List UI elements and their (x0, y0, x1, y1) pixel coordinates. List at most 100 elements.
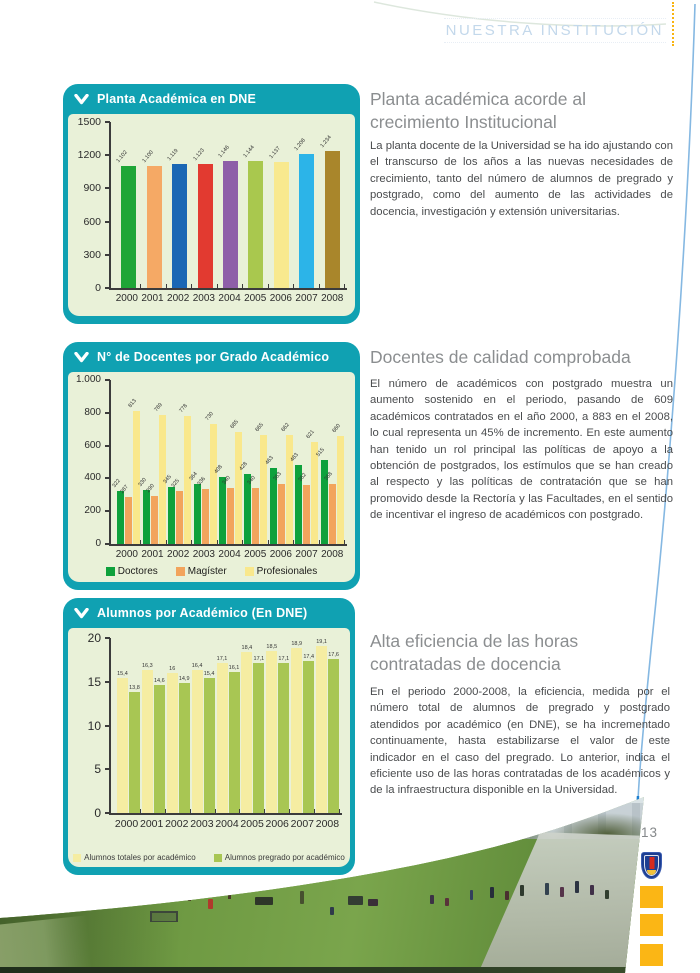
x-tick-label: 2002 (165, 818, 189, 830)
legend-label: Profesionales (256, 566, 318, 577)
plot-wrap: 20 15 10 5 0 15,4 13,8 16,3 14,6 16 14,9 16,4 15,4 1… (76, 632, 342, 830)
dotted-accent-line (672, 2, 674, 46)
legend-swatch (73, 853, 82, 862)
chart-title: N° de Docentes por Grado Académico (97, 350, 330, 364)
bar-group: 1.100 (141, 122, 168, 288)
legend-item: Doctores (105, 566, 158, 577)
y-tick-label: 900 (83, 182, 101, 195)
bar: 483 (290, 452, 303, 544)
bar: 1.146 (217, 145, 238, 288)
chart-body: 1.000 800 600 400 200 0 322 287 813 330 290 789 345… (68, 372, 355, 582)
bar-group: 19,1 17,6 (315, 638, 340, 813)
person (560, 887, 564, 897)
bar-value-label: 621 (305, 429, 317, 441)
bar-group: 18,9 17,4 (290, 638, 316, 813)
legend-label: Doctores (117, 566, 158, 577)
bar: 15,4 (203, 671, 215, 813)
x-tick-label: 2006 (265, 818, 289, 830)
bar-group: 1.119 (166, 122, 193, 288)
bar: 363 (272, 472, 285, 544)
bar-group: 16,4 15,4 (191, 638, 216, 813)
bar-value-label: 778 (178, 403, 189, 415)
bar-group: 16 14,9 (166, 638, 191, 813)
y-tick-label: 0 (94, 806, 101, 820)
photo-walkway-left (0, 915, 93, 973)
chevron-down-icon (74, 93, 89, 104)
bar-group: 1.208 (293, 122, 320, 288)
accent-square (640, 886, 663, 908)
bar: 17,1 (216, 656, 228, 813)
bar-group: 1.123 (192, 122, 219, 288)
y-tick-mark (105, 220, 110, 223)
x-tick-label: 2003 (190, 818, 214, 830)
bar-value-label: 13,8 (129, 685, 140, 692)
bar: 685 (229, 419, 242, 544)
bar-value-label: 17,6 (328, 652, 339, 658)
x-tick-label: 2000 (115, 549, 138, 560)
person (605, 890, 609, 899)
crest-flame (649, 857, 654, 869)
section-heading: Alta eficiencia de las horas contratadas… (370, 631, 579, 674)
x-tick-label: 2008 (315, 818, 340, 830)
x-labels: 2000 2001 2002 2003 2004 2005 2006 2007 2008 (109, 815, 342, 830)
y-tick-label: 200 (84, 505, 101, 517)
y-tick-label: 300 (83, 248, 101, 261)
y-tick-label: 1500 (77, 116, 101, 128)
person (255, 897, 273, 905)
bar: 13,8 (128, 685, 140, 813)
bar-value-label: 1.144 (242, 145, 257, 160)
bar-value-label: 1.208 (293, 137, 308, 153)
bar-group: 428 340 665 (239, 380, 270, 544)
section-heading: Docentes de calidad comprobada (370, 347, 631, 367)
bar: 340 (221, 475, 234, 544)
y-tick-label: 400 (84, 472, 101, 484)
legend-swatch (213, 853, 222, 862)
legend-item: Alumnos totales por académico (73, 853, 196, 862)
bar: 325 (170, 478, 184, 544)
bar: 778 (178, 404, 192, 544)
x-tick-label: 2004 (215, 818, 239, 830)
legend-label: Alumnos totales por académico (84, 853, 196, 862)
bar: 1.123 (192, 147, 213, 288)
bar: 14,9 (178, 676, 190, 813)
bar: 1.102 (116, 150, 137, 288)
bar: 1.119 (166, 148, 188, 288)
bar: 287 (120, 484, 133, 544)
bar-group: 345 325 778 (162, 380, 193, 544)
bar-value-label: 15,4 (117, 671, 128, 678)
bar-value-label: 325 (170, 477, 181, 489)
bar-value-label: 1.146 (217, 144, 231, 160)
bar-value-label: 322 (111, 478, 123, 490)
bar: 19,1 (316, 639, 328, 813)
bar-value-label: 18,4 (241, 645, 253, 651)
bar-group: 18,5 17,1 (265, 638, 291, 813)
person (590, 885, 594, 895)
bar-value-label: 1.137 (268, 145, 282, 161)
x-tick-label: 2001 (139, 818, 164, 830)
section-body: La planta docente de la Universidad se h… (370, 140, 673, 218)
x-tick-label: 2005 (240, 818, 264, 830)
x-tick-label: 2000 (114, 818, 139, 830)
y-tick-mark (105, 121, 110, 123)
y-tick-label: 0 (95, 538, 101, 549)
plot-wrap: 1.000 800 600 400 200 0 322 287 813 330 290 789 345… (76, 375, 347, 560)
bar-value-label: 16,3 (141, 663, 153, 670)
bar-group: 330 290 789 (137, 380, 168, 544)
bar: 17,1 (278, 656, 290, 813)
bar: 621 (306, 429, 319, 544)
legend-swatch (175, 567, 185, 576)
y-tick-mark (105, 637, 110, 639)
legend-swatch (244, 567, 254, 576)
bars: 15,4 13,8 16,3 14,6 16 14,9 16,4 15,4 17,1 16,1 18… (109, 638, 342, 815)
plot: 15,4 13,8 16,3 14,6 16 14,9 16,4 15,4 17,1 16,1 18… (109, 638, 342, 830)
bar-value-label: 685 (229, 418, 240, 430)
y-tick-mark (105, 253, 110, 256)
bar: 16,3 (141, 663, 153, 813)
chart-body: 1500 1200 900 600 300 0 1.102 1.100 1.119 1.123 1… (68, 114, 355, 316)
y-axis: 20 15 10 5 0 (76, 632, 110, 819)
accent-square (640, 914, 663, 936)
bar-value-label: 17,1 (216, 656, 228, 663)
bar: 789 (153, 402, 166, 544)
chevron-down-icon (74, 607, 89, 618)
